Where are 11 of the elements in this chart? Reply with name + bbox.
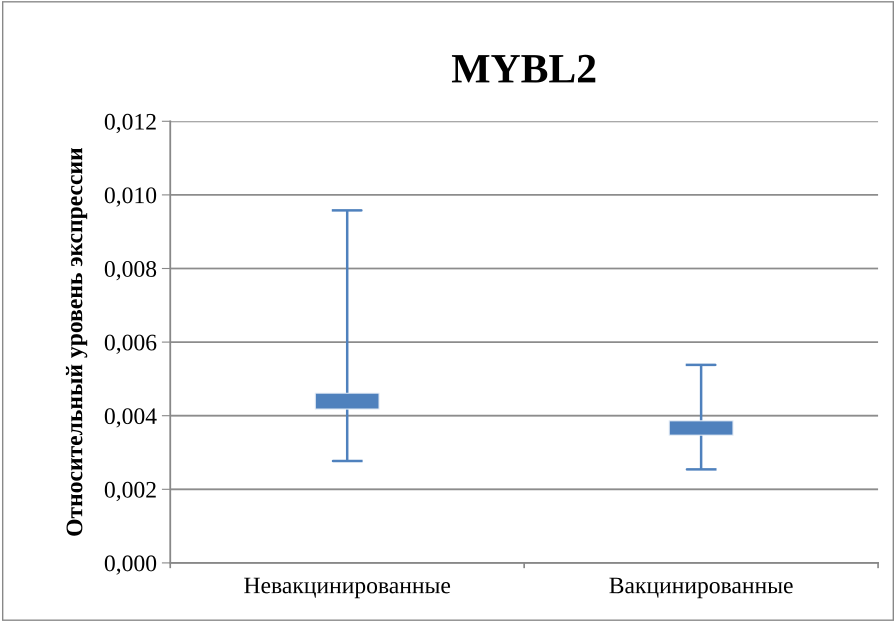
y-tick-label: 0,002 — [104, 482, 156, 502]
y-tick-label: 0,010 — [104, 187, 156, 207]
y-axis-title: Относительный уровень экспрессии — [66, 148, 88, 536]
chart-title: MYBL2 — [452, 54, 596, 83]
x-tick-label: Вакцинированные — [609, 578, 793, 598]
y-tick-label: 0,012 — [104, 114, 156, 134]
y-tick-label: 0,006 — [104, 334, 156, 354]
y-tick-label: 0,008 — [104, 260, 156, 280]
y-tick-label: 0,000 — [104, 555, 156, 575]
y-tick-label: 0,004 — [104, 408, 157, 428]
x-tick-label: Невакцинированные — [244, 578, 450, 598]
